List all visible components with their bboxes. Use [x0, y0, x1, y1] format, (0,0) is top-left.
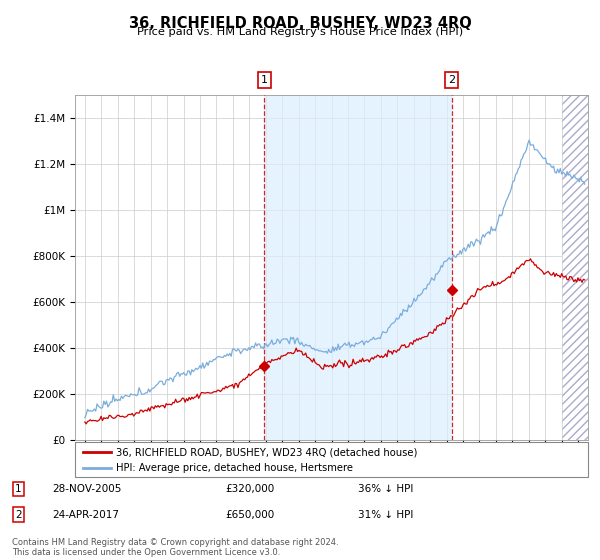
Text: £650,000: £650,000 — [225, 510, 274, 520]
Text: 36% ↓ HPI: 36% ↓ HPI — [358, 484, 413, 494]
Text: HPI: Average price, detached house, Hertsmere: HPI: Average price, detached house, Hert… — [116, 464, 353, 473]
Text: 36, RICHFIELD ROAD, BUSHEY, WD23 4RQ: 36, RICHFIELD ROAD, BUSHEY, WD23 4RQ — [128, 16, 472, 31]
Text: 36, RICHFIELD ROAD, BUSHEY, WD23 4RQ (detached house): 36, RICHFIELD ROAD, BUSHEY, WD23 4RQ (de… — [116, 447, 418, 457]
Bar — [562, 95, 588, 440]
FancyBboxPatch shape — [75, 442, 588, 477]
Text: 1: 1 — [261, 75, 268, 85]
Text: Price paid vs. HM Land Registry's House Price Index (HPI): Price paid vs. HM Land Registry's House … — [137, 27, 463, 37]
Text: 28-NOV-2005: 28-NOV-2005 — [52, 484, 122, 494]
Text: 24-APR-2017: 24-APR-2017 — [52, 510, 119, 520]
Bar — [265, 95, 452, 440]
Text: 1: 1 — [15, 484, 22, 494]
Text: 31% ↓ HPI: 31% ↓ HPI — [358, 510, 413, 520]
Text: £320,000: £320,000 — [225, 484, 274, 494]
Text: Contains HM Land Registry data © Crown copyright and database right 2024.
This d: Contains HM Land Registry data © Crown c… — [12, 538, 338, 557]
Text: 2: 2 — [448, 75, 455, 85]
Text: 2: 2 — [15, 510, 22, 520]
Bar — [562, 95, 588, 440]
